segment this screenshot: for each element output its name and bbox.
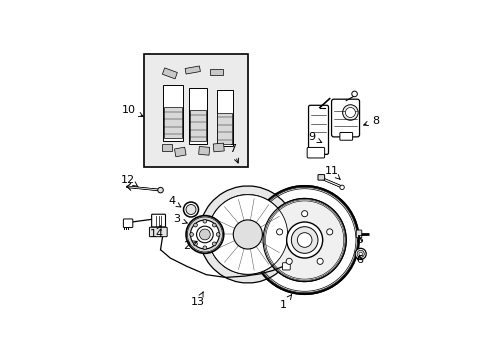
Circle shape [276,229,282,235]
FancyBboxPatch shape [331,99,359,137]
Circle shape [291,227,317,253]
Text: 3: 3 [173,214,187,224]
Polygon shape [162,68,177,79]
Bar [143,54,247,167]
Circle shape [358,252,362,256]
Bar [163,85,183,141]
Circle shape [212,223,216,227]
Text: 8: 8 [363,116,378,126]
Circle shape [212,242,216,246]
Circle shape [196,226,213,243]
FancyBboxPatch shape [355,230,361,238]
Circle shape [207,195,287,274]
Circle shape [326,229,332,235]
Circle shape [158,187,163,193]
FancyBboxPatch shape [149,227,167,237]
Circle shape [185,204,196,215]
FancyBboxPatch shape [151,214,165,227]
Bar [188,88,207,144]
Circle shape [193,223,197,227]
Text: 12: 12 [121,175,138,186]
Circle shape [354,248,366,260]
Text: 1: 1 [279,295,291,310]
Circle shape [189,233,193,237]
Circle shape [316,258,323,264]
FancyBboxPatch shape [308,105,328,154]
Circle shape [263,198,346,282]
Circle shape [250,186,358,294]
Circle shape [339,185,344,190]
Bar [163,107,182,138]
Polygon shape [198,147,209,155]
Circle shape [216,233,220,237]
FancyBboxPatch shape [123,219,133,228]
Text: 14: 14 [149,226,163,239]
Circle shape [301,211,307,217]
Text: 9: 9 [307,132,321,143]
Text: 6: 6 [355,255,362,265]
Circle shape [187,217,222,252]
Circle shape [199,229,210,240]
Text: 4: 4 [168,196,181,207]
Polygon shape [213,143,224,152]
Circle shape [183,202,198,217]
Circle shape [297,233,311,247]
Circle shape [185,216,224,253]
Circle shape [193,242,197,246]
Circle shape [233,220,262,249]
Circle shape [345,108,355,117]
Polygon shape [161,144,172,152]
FancyBboxPatch shape [306,148,324,158]
Bar [216,90,233,147]
Text: 7: 7 [228,144,238,163]
Circle shape [342,105,357,120]
FancyBboxPatch shape [282,263,290,270]
FancyBboxPatch shape [339,132,352,140]
Circle shape [351,91,357,97]
Bar [189,111,206,141]
Circle shape [356,250,364,257]
Text: 10: 10 [122,105,143,117]
Text: 11: 11 [324,166,339,179]
Circle shape [190,220,219,249]
Circle shape [203,219,206,223]
Polygon shape [174,147,186,157]
FancyBboxPatch shape [317,175,324,180]
Circle shape [285,258,292,264]
Polygon shape [210,69,223,75]
Wedge shape [199,186,293,283]
Bar [217,113,232,144]
Text: 13: 13 [190,292,204,307]
Text: 5: 5 [355,235,362,245]
Text: 2: 2 [183,240,197,251]
Polygon shape [185,66,200,74]
Circle shape [203,246,206,249]
Circle shape [286,222,322,258]
